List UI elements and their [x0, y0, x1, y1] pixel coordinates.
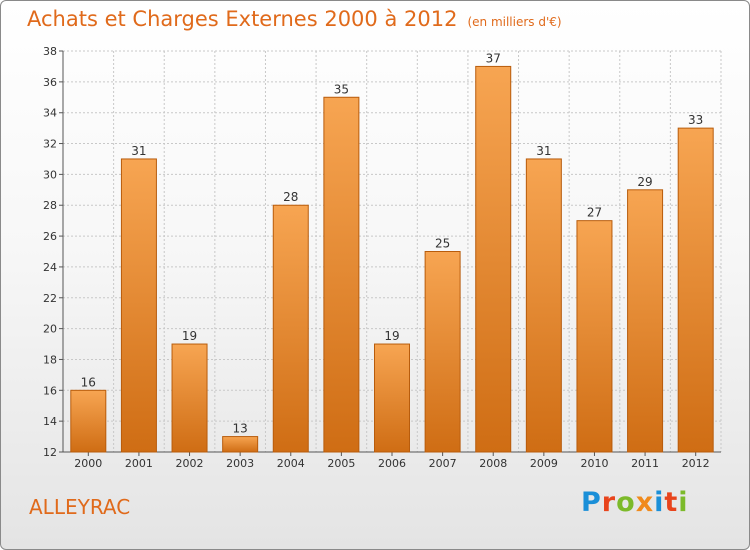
bar-2003 — [222, 436, 259, 453]
x-tick-label-2009: 2009 — [530, 457, 558, 470]
bar-2000 — [70, 389, 107, 453]
chart-subtitle: (en milliers d'€) — [467, 15, 562, 29]
y-tick-label: 12 — [43, 446, 57, 459]
y-tick-label: 34 — [43, 107, 57, 120]
data-label-2009: 31 — [536, 144, 551, 158]
bar-2008 — [475, 65, 512, 453]
data-label-2008: 37 — [486, 51, 501, 65]
y-tick-label: 20 — [43, 323, 57, 336]
data-label-2000: 16 — [81, 375, 96, 389]
data-label-2004: 28 — [283, 190, 298, 204]
chart-title: Achats et Charges Externes 2000 à 2012 (e… — [27, 7, 562, 31]
x-tick-label-2002: 2002 — [176, 457, 204, 470]
bar-2002 — [171, 343, 208, 453]
bar-2007 — [424, 251, 461, 453]
x-tick-label-2003: 2003 — [226, 457, 254, 470]
bar-2012 — [677, 127, 714, 453]
y-tick-label: 18 — [43, 353, 57, 366]
x-tick-label-2000: 2000 — [74, 457, 102, 470]
x-tick-label-2005: 2005 — [327, 457, 355, 470]
labels: 12 14 16 18 20 22 24 26 28 30 32 34 36 38 16 2000 31 2001… — [43, 45, 710, 470]
logo-letter: o — [616, 487, 636, 518]
y-tick-label: 24 — [43, 261, 57, 274]
data-label-2007: 25 — [435, 237, 450, 251]
proxiti-logo[interactable]: Proxiti — [581, 487, 689, 518]
logo-letter: t — [664, 487, 679, 518]
y-tick-label: 14 — [43, 415, 57, 428]
y-tick-label: 30 — [43, 168, 57, 181]
data-label-2012: 33 — [688, 113, 703, 127]
y-tick-label: 36 — [43, 76, 57, 89]
x-tick-label-2012: 2012 — [682, 457, 710, 470]
logo-letter: r — [601, 487, 617, 518]
x-tick-label-2006: 2006 — [378, 457, 406, 470]
bar-2009 — [525, 158, 562, 453]
bar-2005 — [323, 96, 360, 453]
data-label-2001: 31 — [131, 144, 146, 158]
bars — [70, 65, 714, 453]
x-tick-label-2011: 2011 — [631, 457, 659, 470]
y-tick-label: 22 — [43, 292, 57, 305]
logo-letter: i — [654, 487, 665, 518]
x-tick-label-2010: 2010 — [580, 457, 608, 470]
city-name: ALLEYRAC — [29, 495, 131, 519]
data-label-2010: 27 — [587, 206, 602, 220]
x-tick-label-2008: 2008 — [479, 457, 507, 470]
data-label-2005: 35 — [334, 82, 349, 96]
bar-2001 — [120, 158, 157, 453]
y-tick-label: 38 — [43, 45, 57, 58]
y-tick-label: 28 — [43, 199, 57, 212]
bar-2010 — [576, 220, 613, 453]
x-tick-label-2007: 2007 — [429, 457, 457, 470]
logo-letter: P — [581, 487, 602, 518]
logo-letter: x — [635, 487, 655, 518]
data-label-2006: 19 — [384, 329, 399, 343]
bar-2006 — [374, 343, 410, 453]
data-label-2011: 29 — [637, 175, 652, 189]
logo-letter: i — [678, 487, 689, 518]
y-tick-label: 26 — [43, 230, 57, 243]
data-label-2002: 19 — [182, 329, 197, 343]
chart-title-text: Achats et Charges Externes 2000 à 2012 — [27, 7, 458, 31]
x-tick-label-2001: 2001 — [125, 457, 153, 470]
x-tick-label-2004: 2004 — [277, 457, 305, 470]
data-label-2003: 13 — [233, 422, 248, 436]
y-tick-label: 32 — [43, 138, 57, 151]
bar-2004 — [272, 204, 309, 453]
bar-2011 — [627, 189, 664, 453]
y-tick-label: 16 — [43, 384, 57, 397]
